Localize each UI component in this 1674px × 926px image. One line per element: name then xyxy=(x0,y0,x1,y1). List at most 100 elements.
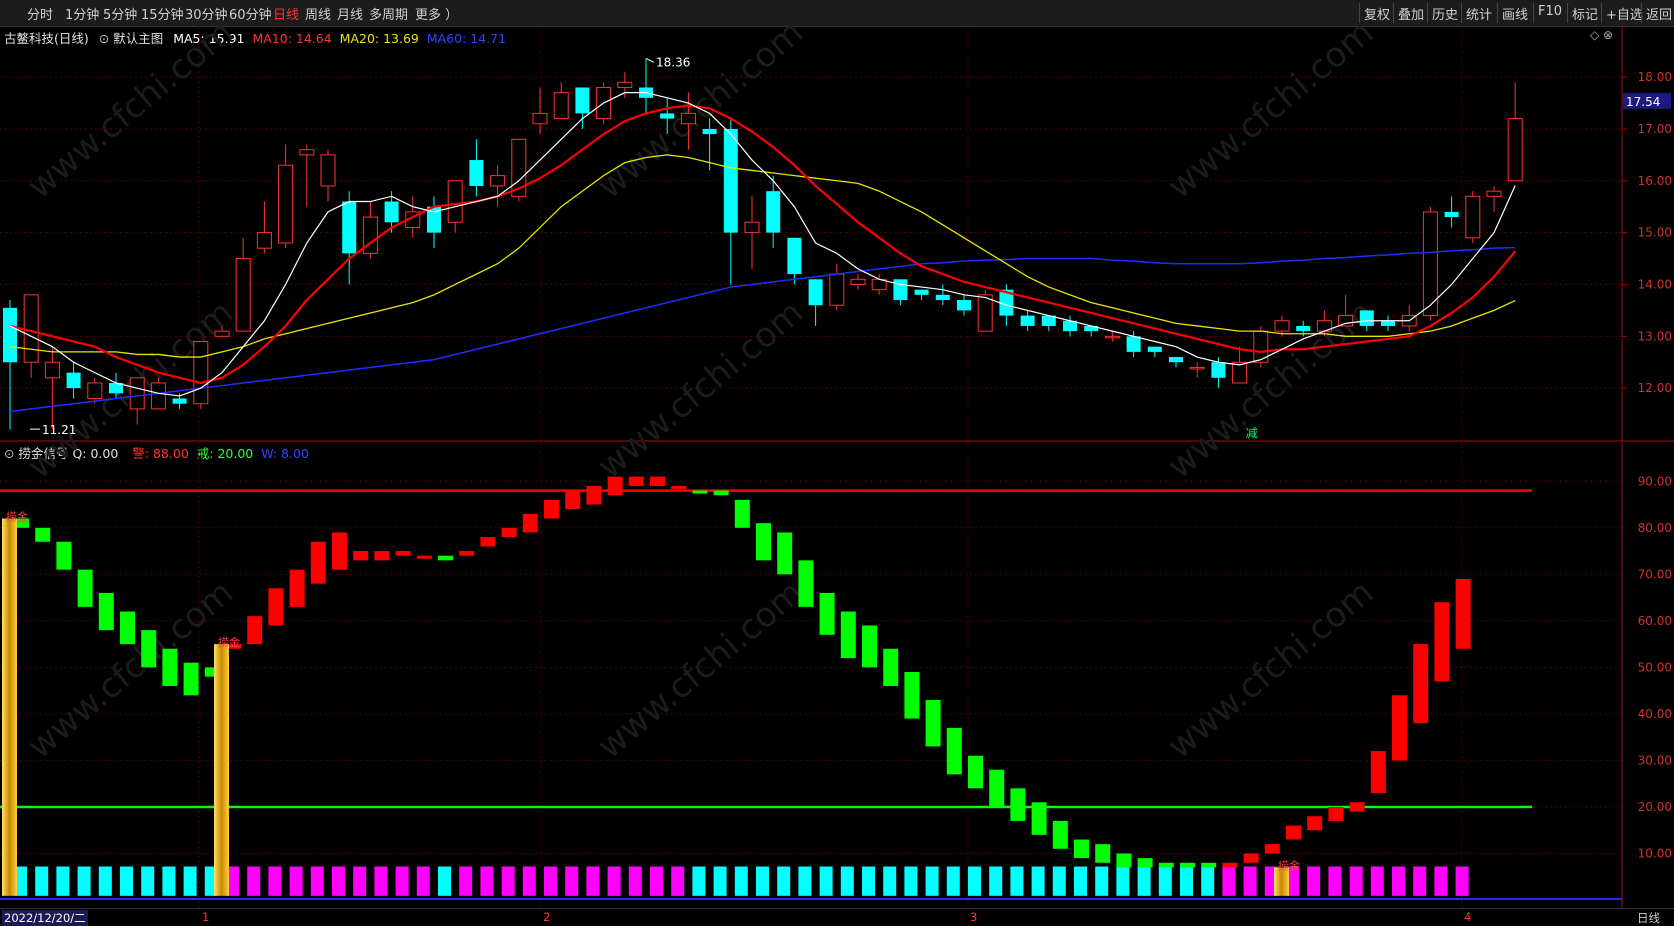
signal-bar xyxy=(204,667,220,677)
candle-body xyxy=(999,289,1014,316)
period-label[interactable]: 日线 xyxy=(1637,911,1660,925)
period-tab-2[interactable]: 5分钟 xyxy=(103,8,138,23)
toolbar-button-8[interactable]: 返回 xyxy=(1646,8,1673,23)
candle-body xyxy=(1063,320,1077,332)
sub-legend: ⊙ 捞金信号 Q: 0.00 警: 88.00 戒: 20.00 W: 8.00 xyxy=(4,443,309,462)
base-bar xyxy=(14,866,27,896)
base-bar xyxy=(650,866,663,896)
toolbar-separator xyxy=(1427,3,1428,23)
toolbar-button-2[interactable]: 历史 xyxy=(1432,8,1459,23)
signal-bar xyxy=(226,644,241,649)
signal-bar xyxy=(968,755,983,789)
toolbar-button-6[interactable]: 标记 xyxy=(1572,8,1599,23)
candle-body xyxy=(320,154,336,187)
gold-signal-label: 捞金 xyxy=(1278,858,1300,872)
high-annotation: 18.36 xyxy=(656,55,690,69)
signal-bar xyxy=(289,569,305,607)
cursor-date: 2022/12/20/二 xyxy=(2,910,88,926)
toolbar-separator xyxy=(1461,3,1462,23)
signal-bar xyxy=(1095,844,1111,863)
base-bar xyxy=(1031,866,1045,896)
base-bar xyxy=(1392,866,1405,896)
period-tab-9[interactable]: 多周期 xyxy=(369,8,409,23)
signal-bar xyxy=(1413,644,1429,724)
toolbar-separator xyxy=(1393,3,1394,23)
indicator-settings-icon[interactable]: ⊙ xyxy=(4,446,15,461)
candle-body xyxy=(214,330,230,337)
base-bar xyxy=(1095,866,1109,896)
signal-bar xyxy=(522,513,538,533)
base-bar xyxy=(607,866,621,896)
signal-bar xyxy=(1243,853,1259,863)
candle-body xyxy=(829,273,845,306)
signal-bar xyxy=(183,662,199,696)
signal-bar xyxy=(1180,862,1195,868)
candle-body xyxy=(129,377,145,410)
period-tab-0[interactable]: 分时 xyxy=(27,8,54,23)
period-tab-5[interactable]: 60分钟 xyxy=(229,8,272,23)
candle-body xyxy=(1444,211,1459,218)
toolbar-button-4[interactable]: 画线 xyxy=(1502,8,1529,23)
base-bar xyxy=(332,866,345,896)
base-bar xyxy=(247,866,261,896)
candle-body xyxy=(977,294,993,332)
signal-bar xyxy=(840,611,856,659)
signal-bar xyxy=(713,490,729,496)
ma5-value: MA5: 15.91 xyxy=(173,31,245,46)
candle-body xyxy=(617,81,633,88)
toolbar-separator xyxy=(1497,3,1498,23)
base-bar xyxy=(522,866,536,896)
period-tab-6[interactable]: 日线 xyxy=(273,8,300,23)
signal-bar xyxy=(1158,862,1174,868)
signal-bar xyxy=(374,551,390,561)
period-tab-3[interactable]: 15分钟 xyxy=(141,8,184,23)
base-bar xyxy=(883,866,897,896)
current-price-box xyxy=(1623,92,1671,109)
price-tick-label: 17.00 xyxy=(1638,122,1672,136)
signal-bar xyxy=(1052,820,1068,849)
signal-bar xyxy=(77,569,93,607)
base-bar xyxy=(1455,866,1469,896)
toolbar-button-0[interactable]: 复权 xyxy=(1364,8,1391,23)
toolbar-button-7[interactable]: +自选 xyxy=(1606,8,1643,23)
template-dropdown-icon[interactable]: ⊙ xyxy=(98,31,110,46)
signal-bar xyxy=(904,672,920,719)
watermark: www.cfchi.com xyxy=(20,12,241,206)
template-name[interactable]: 默认主图 xyxy=(113,31,164,46)
month-label-2: 2 xyxy=(543,910,551,924)
signal-bar xyxy=(268,588,284,626)
candle-body xyxy=(150,382,166,410)
indicator-tick-label: 70.00 xyxy=(1638,567,1672,581)
base-bar xyxy=(1180,866,1193,896)
period-tab-7[interactable]: 周线 xyxy=(305,8,332,23)
candle-body xyxy=(278,164,294,244)
candle-body xyxy=(1084,325,1099,332)
candle-body xyxy=(1126,336,1141,352)
signal-bar xyxy=(1307,816,1323,831)
base-bar xyxy=(98,866,112,896)
toolbar-button-1[interactable]: 叠加 xyxy=(1398,8,1425,23)
signal-bar xyxy=(1010,788,1026,821)
gold-signal-label: 捞金 xyxy=(218,635,240,649)
period-tab-4[interactable]: 30分钟 xyxy=(185,8,228,23)
toolbar-button-5[interactable]: F10 xyxy=(1538,4,1563,19)
candle-body xyxy=(256,232,272,249)
candle-body xyxy=(766,191,781,233)
candle-body xyxy=(511,138,527,197)
month-label-4: 4 xyxy=(1464,910,1472,924)
period-tab-8[interactable]: 月线 xyxy=(337,8,364,23)
gold-signal-bar xyxy=(2,518,17,896)
candle-body xyxy=(1422,211,1438,317)
price-tick-label: 12.00 xyxy=(1638,381,1672,395)
stock-name[interactable]: 古鳌科技(日线) xyxy=(4,31,89,46)
low-annotation: 11.21 xyxy=(42,423,76,437)
candle-body xyxy=(723,128,738,233)
diamond-icon[interactable]: ◇ ⊗ xyxy=(1590,28,1614,42)
indicator-name[interactable]: 捞金信号 Q: 0.00 xyxy=(18,446,119,461)
signal-bar xyxy=(989,769,1005,807)
candle-body xyxy=(66,372,81,389)
toolbar-button-3[interactable]: 统计 xyxy=(1466,8,1493,23)
period-tab-10[interactable]: 更多 ） xyxy=(415,8,459,23)
period-tab-1[interactable]: 1分钟 xyxy=(65,8,100,23)
